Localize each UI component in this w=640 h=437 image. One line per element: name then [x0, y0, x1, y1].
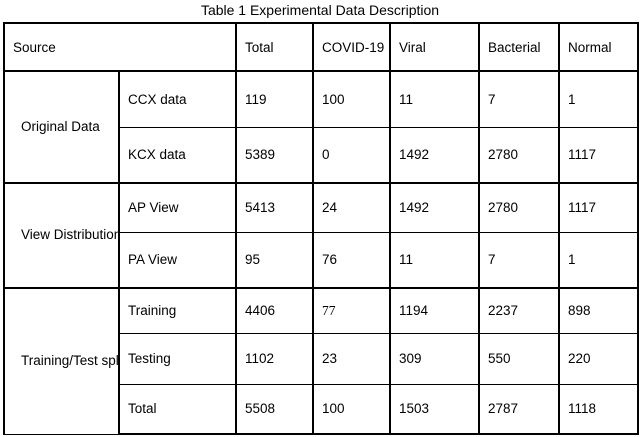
value-cell: 24 — [312, 182, 391, 233]
value-cell: 95 — [235, 231, 314, 289]
table-row-pa-view: PA View 95 76 11 7 1 — [4, 231, 639, 289]
value-cell: 550 — [478, 332, 560, 385]
header-cell-total: Total — [235, 22, 314, 72]
page-title: Table 1 Experimental Data Description — [200, 2, 440, 18]
value-cell: 1 — [558, 70, 639, 128]
row-label-pa-view: PA View — [118, 231, 237, 289]
value-cell: 7 — [478, 231, 560, 289]
row-label-ap-view: AP View — [118, 182, 237, 233]
value-cell: 5508 — [235, 383, 314, 435]
value-cell-serif-77: 77 — [312, 287, 391, 334]
value-cell: 1102 — [235, 332, 314, 385]
value-cell: 1492 — [389, 126, 480, 184]
table-row-kcx: KCX data 5389 0 1492 2780 1117 — [4, 126, 639, 184]
value-cell: 1492 — [389, 182, 480, 233]
value-cell: 2787 — [478, 383, 560, 435]
value-cell: 1117 — [558, 126, 639, 184]
table-row-training: Training/Test splits Training 4406 77 11… — [3, 287, 639, 435]
table-row-total: Total 5508 100 1503 2787 1118 — [4, 383, 639, 435]
group-label-training-test-splits: Training/Test splits — [3, 287, 120, 435]
value-cell: 2780 — [478, 182, 560, 233]
header-row: Source Total COVID-19 Viral Bacterial No… — [3, 22, 639, 72]
group-label-original-data: Original Data — [3, 70, 120, 184]
row-label-total: Total — [118, 383, 237, 435]
group-label-view-distribution: View Distribution — [3, 182, 120, 289]
value-cell: 2237 — [478, 287, 560, 334]
row-label-kcx-data: KCX data — [118, 126, 237, 184]
value-cell: 220 — [558, 332, 639, 385]
value-cell: 23 — [312, 332, 391, 385]
experimental-data-table: Source Total COVID-19 Viral Bacterial No… — [3, 22, 639, 435]
table-row-testing: Testing 1102 23 309 550 220 — [4, 332, 639, 385]
value-cell: 1117 — [558, 182, 639, 233]
header-cell-normal: Normal — [558, 22, 639, 72]
value-cell: 1194 — [389, 287, 480, 334]
value-cell: 898 — [558, 287, 639, 334]
header-cell-viral: Viral — [389, 22, 480, 72]
value-cell: 5389 — [235, 126, 314, 184]
row-label-training: Training — [118, 287, 237, 334]
value-cell: 76 — [312, 231, 391, 289]
table-row-ccx: Original Data CCX data 119 100 11 7 1 — [3, 70, 639, 184]
row-label-testing: Testing — [118, 332, 237, 385]
value-cell: 0 — [312, 126, 391, 184]
header-cell-source: Source — [3, 22, 237, 72]
value-cell: 100 — [312, 70, 391, 128]
value-cell: 7 — [478, 70, 560, 128]
value-cell: 1 — [558, 231, 639, 289]
value-cell: 11 — [389, 70, 480, 128]
value-cell: 11 — [389, 231, 480, 289]
table-row-ap-view: View Distribution AP View 5413 24 1492 2… — [3, 182, 639, 289]
header-cell-covid19: COVID-19 — [312, 22, 391, 72]
value-cell: 5413 — [235, 182, 314, 233]
value-cell: 2780 — [478, 126, 560, 184]
value-cell: 119 — [235, 70, 314, 128]
value-cell: 1118 — [558, 383, 639, 435]
row-label-ccx-data: CCX data — [118, 70, 237, 128]
value-cell: 100 — [312, 383, 391, 435]
value-cell: 1503 — [389, 383, 480, 435]
header-cell-bacterial: Bacterial — [478, 22, 560, 72]
value-cell: 4406 — [235, 287, 314, 334]
value-cell: 309 — [389, 332, 480, 385]
